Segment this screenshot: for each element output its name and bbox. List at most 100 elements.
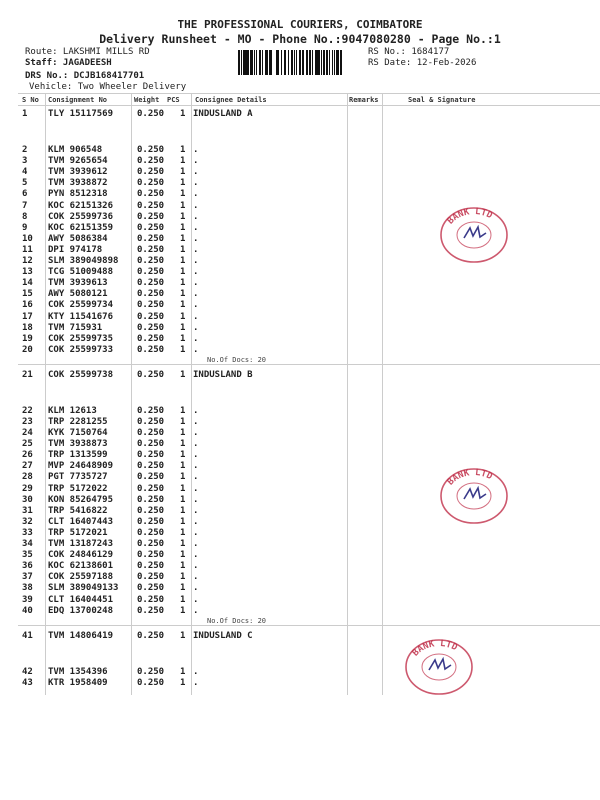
consignee: . — [193, 405, 199, 416]
company-seal-stamp: BANK LTD — [438, 204, 508, 264]
weight: 0.250 — [137, 369, 165, 380]
consignment-no: TVM 3938872 — [48, 178, 108, 189]
consignee: . — [193, 428, 199, 438]
weight: 0.250 — [137, 189, 165, 200]
pcs: 1 — [180, 256, 186, 266]
table-row: 16 COK 25599734 0.250 1. — [0, 300, 600, 311]
sno: 3 — [22, 156, 28, 167]
table-row: 1 TLY 15117569 0.250 1 INDUSLAND A — [0, 109, 600, 120]
pcs: 1 — [180, 494, 186, 505]
weight: 0.250 — [137, 450, 165, 461]
table-row: 20 COK 25599733 0.250 1. — [0, 345, 600, 356]
consignment-no: TRP 1313599 — [48, 450, 108, 461]
pcs: 1 — [180, 189, 186, 200]
weight: 0.250 — [137, 300, 165, 311]
sno: 7 — [22, 200, 28, 211]
company-title: THE PROFESSIONAL COURIERS, COIMBATORE — [177, 18, 423, 31]
table-row: 9 KOC 62151359 0.250 1. — [0, 223, 600, 234]
weight: 0.250 — [137, 505, 165, 516]
consignment-no: COK 25599735 — [48, 333, 114, 344]
sno: 2 — [22, 145, 28, 155]
consignment-no: COK 25599733 — [48, 344, 114, 355]
table-row: 2 KLM 906548 0.250 1. — [0, 145, 600, 156]
table-row: 41 TVM 14806419 0.250 1 INDUSLAND C — [0, 631, 600, 642]
pcs: 1 — [180, 416, 186, 427]
weight: 0.250 — [137, 630, 165, 641]
consignment-no: KOC 62151326 — [48, 200, 114, 211]
sno: 42 — [22, 666, 33, 677]
consignment-no: TVM 9265654 — [48, 156, 108, 167]
sno: 25 — [22, 439, 33, 450]
consignee: . — [193, 416, 199, 427]
consignment-no: COK 25599736 — [48, 211, 114, 222]
table-row: 10 AWY 5086384 0.250 1. — [0, 234, 600, 245]
weight: 0.250 — [137, 583, 165, 594]
sno: 43 — [22, 677, 33, 688]
pcs: 1 — [180, 244, 186, 255]
weight: 0.250 — [137, 109, 165, 119]
pcs: 1 — [180, 311, 186, 322]
table-row: 14 TVM 3939613 0.250 1. — [0, 278, 600, 289]
weight: 0.250 — [137, 483, 165, 494]
pcs: 1 — [180, 178, 186, 189]
weight: 0.250 — [137, 233, 165, 244]
sno: 38 — [22, 583, 33, 594]
consignment-no: COK 25599734 — [48, 300, 114, 311]
table-row: 22 KLM 12613 0.250 1. — [0, 406, 600, 417]
pcs: 1 — [180, 156, 186, 167]
company-seal-stamp: BANK LTD — [438, 465, 508, 525]
pcs: 1 — [180, 516, 186, 527]
sno: 18 — [22, 322, 33, 333]
table-row: 23 TRP 2281255 0.250 1. — [0, 417, 600, 428]
weight: 0.250 — [137, 311, 165, 322]
consignment-no: TVM 3939613 — [48, 278, 108, 289]
pcs: 1 — [180, 405, 186, 416]
weight: 0.250 — [137, 561, 165, 572]
docs-count: No.Of Docs: 20 — [207, 355, 267, 364]
pcs: 1 — [180, 527, 186, 538]
consignee: . — [193, 450, 199, 461]
consignee: . — [193, 267, 199, 278]
consignee: . — [193, 289, 199, 300]
consignee: . — [193, 666, 199, 677]
pcs: 1 — [180, 109, 186, 119]
consignment-no: TVM 3939612 — [48, 167, 108, 178]
table-row: 32 CLT 16407443 0.250 1. — [0, 517, 600, 528]
table-row: 37 COK 25597188 0.250 1. — [0, 572, 600, 583]
consignee: . — [193, 605, 199, 616]
pcs: 1 — [180, 322, 186, 333]
runsheet-subtitle: Delivery Runsheet - MO - Phone No.:90470… — [99, 32, 501, 46]
consignee: . — [193, 333, 199, 344]
consignment-no: TRP 5172021 — [48, 527, 108, 538]
consignee: . — [193, 594, 199, 605]
table-row: 17 KTY 11541676 0.250 1. — [0, 312, 600, 323]
weight: 0.250 — [137, 145, 165, 155]
weight: 0.250 — [137, 594, 165, 605]
consignee: . — [193, 189, 199, 200]
sno: 17 — [22, 311, 33, 322]
col-seal: Seal & Signature — [408, 96, 476, 104]
barcode — [238, 50, 366, 75]
staff: Staff: JAGADEESH — [25, 58, 112, 68]
table-row: 29 TRP 5172022 0.250 1. — [0, 484, 600, 495]
sno: 11 — [22, 244, 33, 255]
consignee: . — [193, 233, 199, 244]
pcs: 1 — [180, 461, 186, 472]
route: Route: LAKSHMI MILLS RD — [25, 47, 150, 57]
pcs: 1 — [180, 630, 186, 641]
sno: 32 — [22, 516, 33, 527]
weight: 0.250 — [137, 211, 165, 222]
consignment-no: KOC 62138601 — [48, 561, 114, 572]
consignee: INDUSLAND A — [193, 109, 253, 119]
pcs: 1 — [180, 344, 186, 355]
weight: 0.250 — [137, 200, 165, 211]
sno: 12 — [22, 256, 33, 266]
consignee: . — [193, 583, 199, 594]
pcs: 1 — [180, 594, 186, 605]
consignee: . — [193, 527, 199, 538]
company-seal-stamp: BANK LTD — [403, 636, 473, 696]
consignment-no: TRP 2281255 — [48, 416, 108, 427]
consignment-no: KON 85264795 — [48, 494, 114, 505]
col-consignment: Consignment No — [48, 96, 108, 104]
weight: 0.250 — [137, 267, 165, 278]
